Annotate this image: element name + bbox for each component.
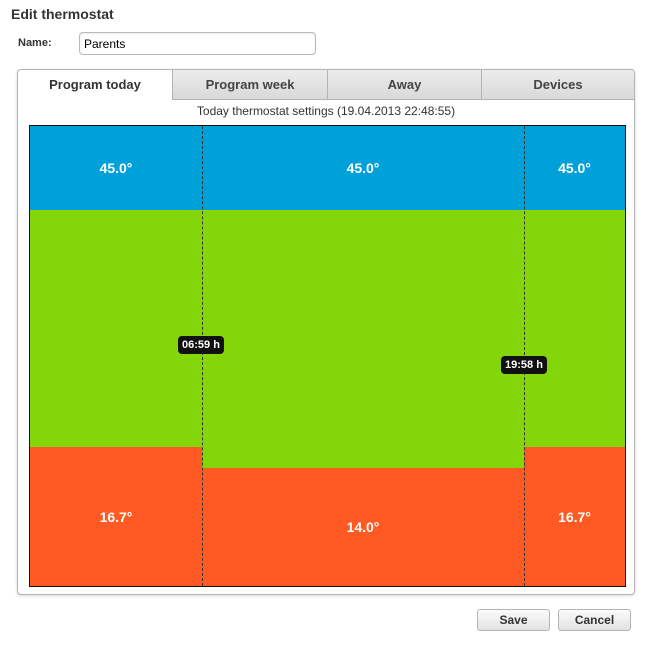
switch-time-badge-1[interactable]: 06:59 h bbox=[178, 336, 224, 354]
period-2-high-segment[interactable]: 45.0° bbox=[202, 126, 524, 210]
tab-program-today[interactable]: Program today bbox=[18, 70, 172, 100]
name-label: Name: bbox=[18, 37, 52, 49]
period-1-low-temperature: 16.7° bbox=[99, 508, 133, 525]
period-1-low-segment[interactable]: 16.7° bbox=[30, 447, 202, 586]
period-3-high-segment[interactable]: 45.0° bbox=[524, 126, 625, 210]
tab-devices[interactable]: Devices bbox=[481, 70, 634, 100]
period-1-comfort-segment[interactable] bbox=[30, 210, 202, 447]
cancel-button[interactable]: Cancel bbox=[558, 609, 631, 631]
period-3-comfort-segment[interactable] bbox=[524, 210, 625, 447]
save-button[interactable]: Save bbox=[477, 609, 550, 631]
period-2-comfort-segment[interactable] bbox=[202, 210, 524, 468]
period-1-high-temperature: 45.0° bbox=[99, 160, 133, 176]
period-3-high-temperature: 45.0° bbox=[558, 160, 591, 176]
name-input[interactable] bbox=[79, 32, 316, 55]
tab-panel: Program today Program week Away Devices … bbox=[17, 69, 635, 595]
period-1-high-segment[interactable]: 45.0° bbox=[30, 126, 202, 210]
switch-time-divider-1[interactable] bbox=[202, 126, 203, 586]
period-3-low-segment[interactable]: 16.7° bbox=[524, 447, 625, 586]
tab-away[interactable]: Away bbox=[327, 70, 481, 100]
tab-bar: Program today Program week Away Devices bbox=[18, 70, 634, 100]
period-2-low-temperature: 14.0° bbox=[346, 519, 380, 535]
dialog-title: Edit thermostat bbox=[11, 6, 114, 22]
period-3-low-temperature: 16.7° bbox=[558, 508, 591, 525]
period-2-high-temperature: 45.0° bbox=[346, 160, 380, 176]
tab-program-week[interactable]: Program week bbox=[172, 70, 327, 100]
period-2-low-segment[interactable]: 14.0° bbox=[202, 468, 524, 586]
day-program-chart: 45.0° 16.7° 45.0° 14.0° 45.0° 16.7° 06:5… bbox=[29, 125, 626, 587]
program-subtitle: Today thermostat settings (19.04.2013 22… bbox=[196, 104, 456, 118]
switch-time-badge-2[interactable]: 19:58 h bbox=[501, 356, 547, 374]
